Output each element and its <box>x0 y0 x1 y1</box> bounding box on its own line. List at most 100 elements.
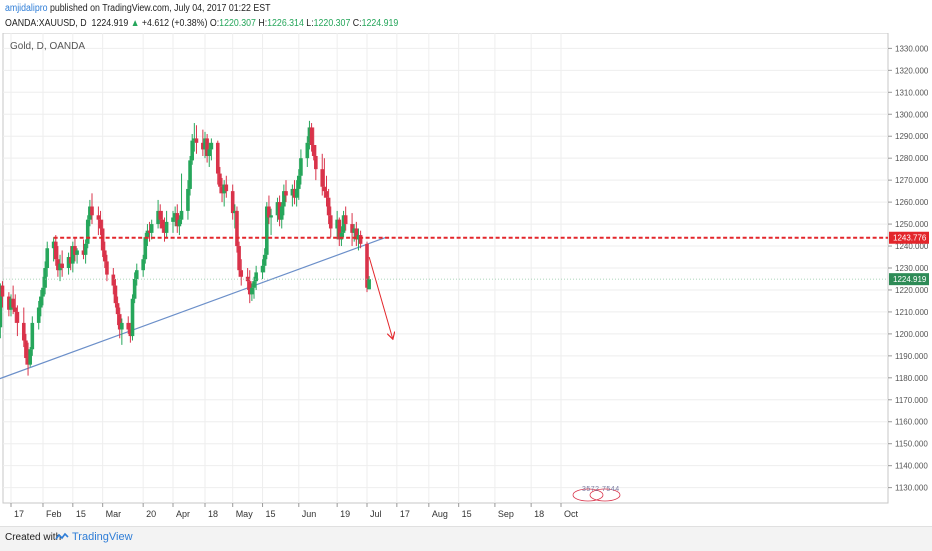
x-tick-label: 17 <box>14 509 24 519</box>
candle-body <box>314 156 318 169</box>
watermark-text: 3572 7544 <box>582 486 620 493</box>
y-tick-label: 1150.000 <box>895 440 928 449</box>
last-price: 1224.919 <box>92 18 129 29</box>
x-tick-label: 18 <box>534 509 544 519</box>
footer: Created with TradingView <box>0 526 932 551</box>
candle <box>131 294 135 340</box>
candle-body <box>116 303 120 314</box>
low-value: 1220.307 <box>314 18 351 29</box>
candle-body <box>254 272 258 281</box>
candle-body <box>90 207 94 216</box>
x-tick-label: 17 <box>400 509 410 519</box>
x-tick-label: May <box>236 509 254 519</box>
price-change: +4.612 (+0.38%) <box>142 18 208 29</box>
candle-body <box>86 220 90 244</box>
candle-body <box>323 187 327 191</box>
candle-body <box>120 323 124 330</box>
candle-body <box>297 176 301 189</box>
y-tick-label: 1330.000 <box>895 44 929 53</box>
y-tick-label: 1280.000 <box>895 154 929 163</box>
candle-body <box>31 323 35 349</box>
candle-body <box>190 141 194 161</box>
up-arrow-icon: ▲ <box>131 18 140 29</box>
candle-body <box>37 308 41 323</box>
y-tick-label: 1230.000 <box>895 264 929 273</box>
candle-body <box>126 323 130 330</box>
y-tick-label: 1170.000 <box>895 396 928 405</box>
x-tick-label: Oct <box>564 509 579 519</box>
candle-body <box>195 138 199 142</box>
candle-body <box>269 215 273 217</box>
candle-body <box>103 250 107 261</box>
y-tick-label: 1210.000 <box>895 308 929 317</box>
candle-body <box>295 189 299 198</box>
candle-body <box>13 308 17 312</box>
candle-body <box>280 207 284 220</box>
candle <box>235 207 239 253</box>
y-tick-label: 1250.000 <box>895 220 929 229</box>
y-tick-label: 1180.000 <box>895 374 928 383</box>
candle-body <box>207 149 211 156</box>
candle-body <box>143 237 147 259</box>
x-tick-label: 19 <box>340 509 350 519</box>
open-value: 1220.307 <box>219 18 256 29</box>
candle-body <box>112 275 116 286</box>
candle-body <box>171 217 175 221</box>
close-value: 1224.919 <box>362 18 399 29</box>
chart-title: Gold, D, OANDA <box>10 41 85 52</box>
y-axis[interactable]: 1130.0001140.0001150.0001160.0001170.000… <box>888 44 929 492</box>
y-tick-label: 1190.000 <box>895 352 928 361</box>
y-tick-label: 1300.000 <box>895 110 929 119</box>
low-label: L: <box>306 18 313 29</box>
candle-body <box>359 235 363 244</box>
candle-body <box>1 286 5 297</box>
candle-body <box>235 211 239 246</box>
candle-body <box>16 312 20 323</box>
candle-body <box>325 191 329 198</box>
price-tag-label: 1224.919 <box>893 275 927 284</box>
x-tick-label: 20 <box>146 509 156 519</box>
symbol-label: OANDA:XAUUSD, D <box>5 18 87 29</box>
candle-body <box>22 323 26 341</box>
high-value: 1226.314 <box>267 18 304 29</box>
created-with-text: Created with <box>5 532 61 543</box>
y-tick-label: 1140.000 <box>895 462 928 471</box>
candle-body <box>84 244 88 255</box>
candle-body <box>299 158 303 176</box>
x-tick-label: Apr <box>176 509 190 519</box>
candle-body <box>11 299 15 308</box>
x-tick-label: Mar <box>106 509 122 519</box>
y-tick-label: 1270.000 <box>895 176 929 185</box>
open-label: O: <box>210 18 219 29</box>
candle-body <box>141 259 145 270</box>
candle-body <box>133 279 137 299</box>
candle <box>28 347 32 367</box>
candle-body <box>131 299 135 336</box>
candle-body <box>54 242 58 260</box>
candle-body <box>306 143 310 158</box>
candle-body <box>135 270 139 279</box>
x-tick-label: Aug <box>432 509 448 519</box>
author-link[interactable]: amjidalipro <box>5 3 48 14</box>
x-tick-label: Feb <box>46 509 62 519</box>
x-tick-label: Sep <box>498 509 514 519</box>
tradingview-logo-icon <box>55 532 69 542</box>
candle-body <box>344 215 348 224</box>
candle-body <box>261 266 265 273</box>
y-tick-label: 1310.000 <box>895 88 929 97</box>
candle-body <box>218 174 222 187</box>
candle-body <box>367 279 371 289</box>
high-label: H: <box>258 18 267 29</box>
candle-body <box>186 189 190 211</box>
price-chart[interactable]: Gold, D, OANDA 1130.000 1140.000 1150.000 1… <box>0 33 932 525</box>
tradingview-brand-link[interactable]: TradingView <box>72 531 133 543</box>
y-tick-label: 1130.000 <box>895 484 928 493</box>
candle-body <box>310 127 314 145</box>
candle-body <box>263 255 267 266</box>
candle-body <box>150 224 154 233</box>
x-tick-label: Jun <box>302 509 317 519</box>
candle-body <box>43 268 47 288</box>
candle-body <box>216 143 220 174</box>
x-tick-label: 15 <box>462 509 472 519</box>
